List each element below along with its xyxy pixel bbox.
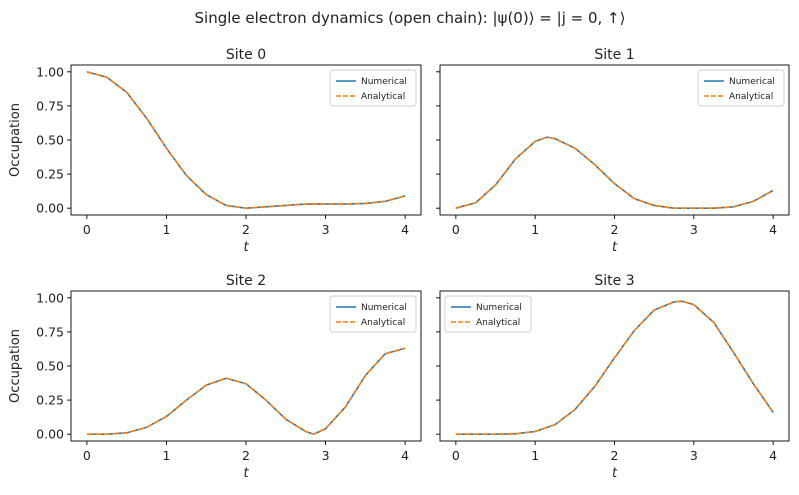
series-line-numerical	[455, 136, 774, 209]
subplot-3: Site 3 0 1 2 3 4 t Numerical Analytical	[436, 273, 790, 481]
subplot-2: Site 2 0.00 0.25 0.50 0.75 1.00 0 1 2 3 4 t Occupati…	[8, 273, 422, 481]
y-axis-label: Occupation	[8, 103, 23, 177]
y-tick-label: 0.00	[36, 201, 64, 216]
subplot-1: Site 1 0 1 2 3 4 t Numerical Analytical	[436, 47, 790, 255]
legend: Numerical Analytical	[329, 295, 417, 333]
figure-suptitle: Single electron dynamics (open chain): |…	[195, 9, 626, 27]
legend: Numerical Analytical	[329, 69, 417, 107]
x-tick-label: 2	[611, 222, 619, 237]
subplot-title: Site 0	[226, 47, 266, 63]
x-tick-label: 4	[401, 448, 409, 463]
legend-box	[329, 295, 417, 333]
legend: Numerical Analytical	[444, 295, 532, 333]
y-tick-label: 0.25	[36, 167, 64, 182]
x-tick-label: 4	[769, 448, 777, 463]
y-tick-label: 0.50	[36, 133, 64, 148]
legend-box	[697, 69, 785, 107]
legend-label: Analytical	[729, 92, 773, 102]
legend-label: Analytical	[361, 318, 405, 328]
series-line-analytical	[455, 300, 774, 435]
x-tick-label: 4	[401, 222, 409, 237]
x-tick-label: 1	[531, 222, 539, 237]
x-tick-label: 1	[162, 222, 170, 237]
x-axis-label: t	[612, 240, 618, 255]
series-line-analytical	[455, 136, 774, 209]
x-tick-label: 0	[83, 222, 91, 237]
x-axis-label: t	[612, 466, 618, 481]
series-line-analytical	[86, 347, 406, 435]
subplot-title: Site 1	[594, 47, 634, 63]
x-tick-label: 0	[452, 222, 460, 237]
legend-label: Numerical	[476, 303, 522, 313]
x-tick-label: 4	[769, 222, 777, 237]
x-tick-label: 2	[242, 448, 250, 463]
y-tick-label: 0.00	[36, 427, 64, 442]
x-tick-label: 0	[83, 448, 91, 463]
legend-label: Numerical	[361, 77, 407, 87]
legend-label: Numerical	[729, 77, 775, 87]
x-tick-label: 1	[162, 448, 170, 463]
legend-box	[329, 69, 417, 107]
x-tick-label: 1	[531, 448, 539, 463]
legend-label: Analytical	[361, 92, 405, 102]
legend-label: Analytical	[476, 318, 520, 328]
subplot-0: Site 0 0.00 0.25 0.50 0.75 1.00 0 1 2 3 4 t Occupati…	[8, 47, 422, 255]
legend-box	[444, 295, 532, 333]
x-tick-label: 3	[322, 222, 330, 237]
y-tick-label: 0.75	[36, 324, 64, 339]
y-tick-label: 0.25	[36, 393, 64, 408]
y-tick-label: 0.75	[36, 98, 64, 113]
x-tick-label: 2	[242, 222, 250, 237]
x-tick-label: 3	[690, 222, 698, 237]
x-tick-label: 3	[690, 448, 698, 463]
legend: Numerical Analytical	[697, 69, 785, 107]
y-tick-label: 1.00	[36, 64, 64, 79]
legend-label: Numerical	[361, 303, 407, 313]
x-axis-label: t	[243, 240, 249, 255]
x-axis-label: t	[243, 466, 249, 481]
x-tick-label: 3	[322, 448, 330, 463]
subplot-title: Site 2	[226, 273, 266, 289]
y-axis-label: Occupation	[8, 329, 23, 403]
series-line-analytical	[86, 71, 406, 209]
series-line-numerical	[86, 347, 406, 435]
x-tick-label: 2	[611, 448, 619, 463]
x-tick-label: 0	[452, 448, 460, 463]
subplot-title: Site 3	[594, 273, 634, 289]
y-tick-label: 0.50	[36, 359, 64, 374]
y-tick-label: 1.00	[36, 290, 64, 305]
